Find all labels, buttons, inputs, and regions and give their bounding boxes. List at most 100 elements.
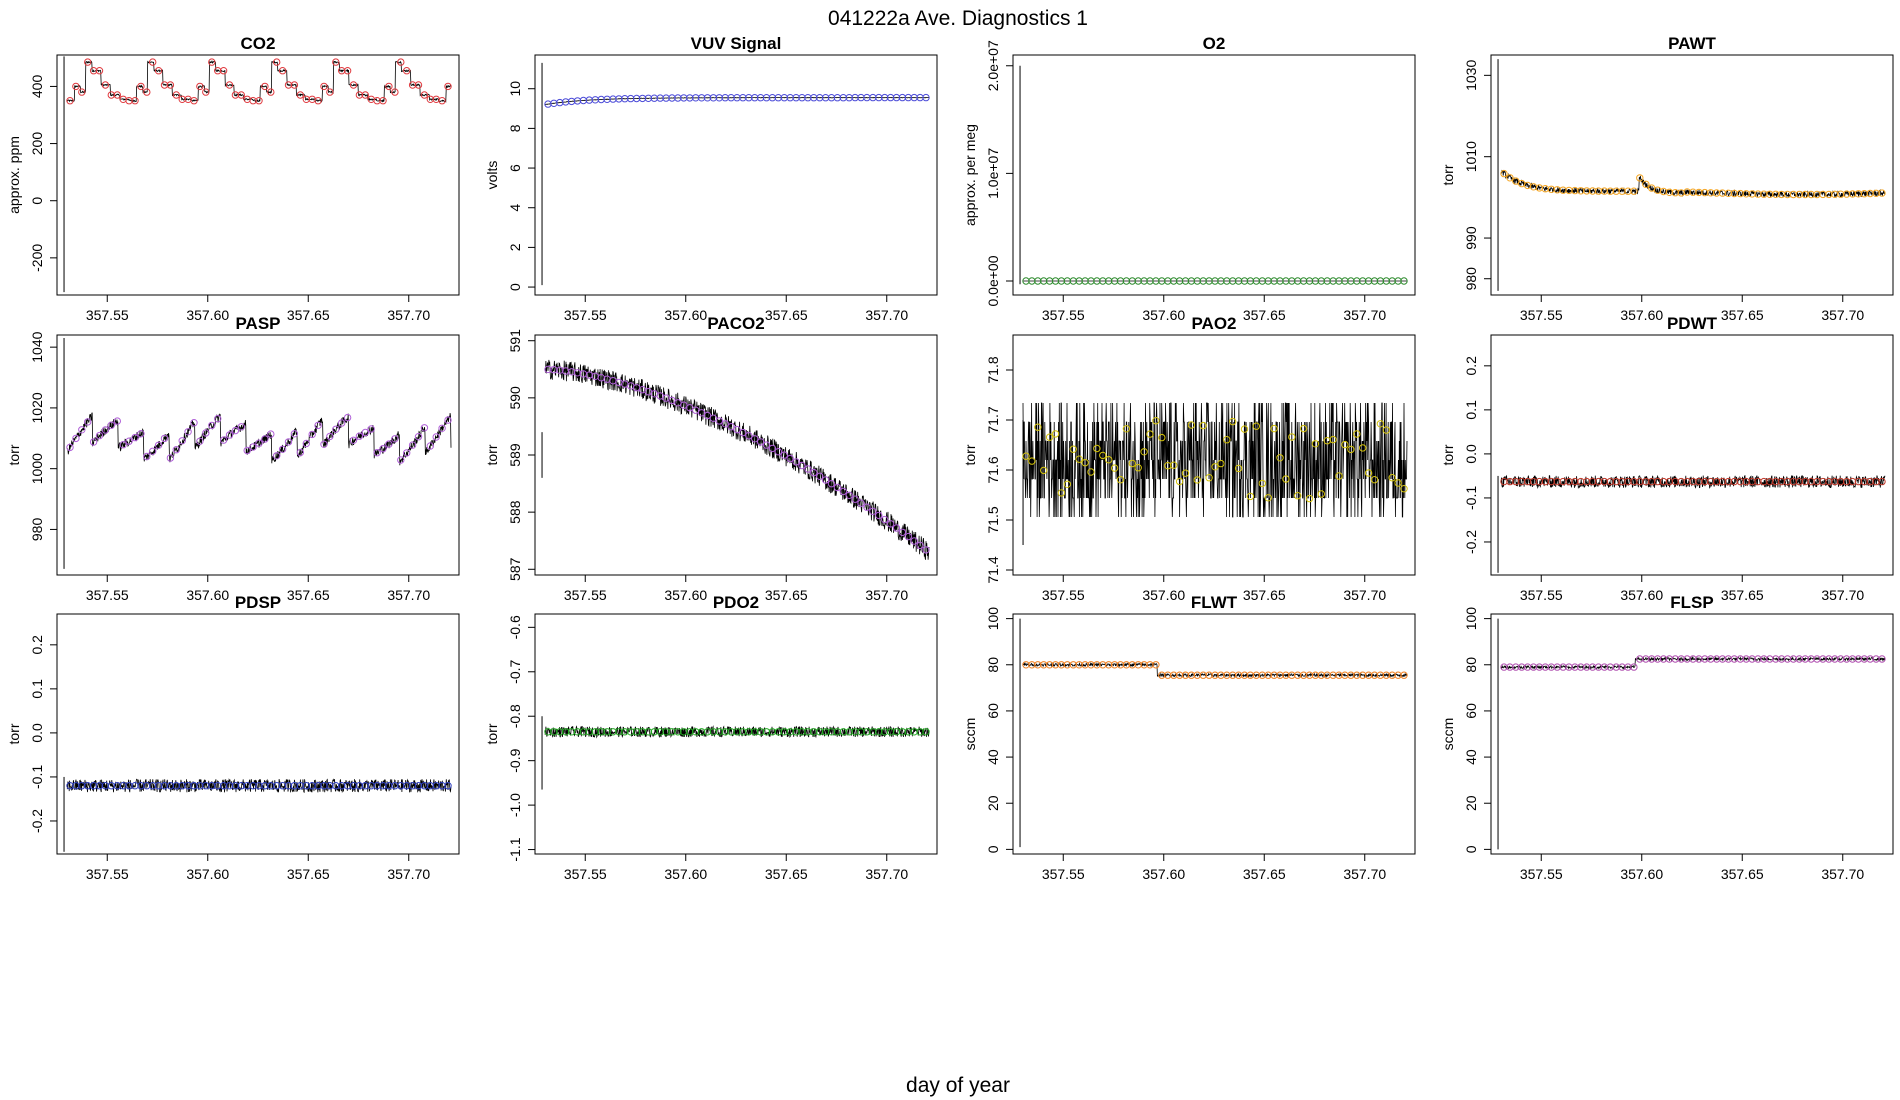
average-marker [869,507,877,515]
average-marker [1069,661,1078,669]
average-marker [1099,277,1107,285]
average-marker [1288,671,1296,679]
average-marker [1718,477,1727,486]
y-tick-label: 591 [507,329,523,353]
average-marker [1825,655,1833,663]
average-marker [273,452,281,460]
average-marker [160,81,169,89]
average-marker [1305,671,1314,679]
average-marker [1181,277,1190,285]
average-marker [1766,190,1774,199]
x-tick-label: 357.70 [865,307,908,323]
average-marker [1583,477,1591,486]
x-tick-label: 357.65 [765,307,808,323]
average-marker [1872,655,1880,663]
average-marker [1234,277,1243,285]
figure-xlabel: day of year [906,1074,1010,1097]
average-marker [149,58,157,66]
average-marker [1506,663,1514,671]
average-marker [715,417,723,425]
y-tick-label: -0.2 [1463,530,1479,554]
panel-title: PDO2 [713,593,759,612]
average-marker [1211,463,1219,471]
average-marker [320,440,328,448]
average-marker [1783,655,1792,663]
y-tick-label: 0.0e+00 [985,255,1001,306]
average-marker [727,423,735,431]
panel-flwt: FLWT 357.55 357.60 357.65 357.70 0 20 40 60 80 100… [962,593,1416,882]
average-marker [786,94,794,102]
average-marker [1848,477,1857,486]
average-marker [1783,477,1792,486]
average-marker [1164,277,1172,285]
average-marker [1128,459,1137,468]
plot-area [63,338,452,569]
average-marker [1223,671,1231,679]
y-tick-label: 588 [507,500,523,524]
average-marker [1205,277,1213,285]
x-tick-label: 357.70 [387,866,430,882]
average-marker [444,782,452,790]
average-marker [1282,277,1290,285]
average-marker [1394,671,1402,679]
average-marker [237,423,246,431]
average-marker [804,94,812,102]
average-marker [1311,671,1320,679]
average-marker [1742,477,1750,486]
average-marker [898,93,907,102]
y-tick-label: -0.7 [507,660,523,684]
plot-frame [56,54,460,296]
average-marker [1642,477,1650,486]
panel-pdo2: PDO2 357.55 357.60 357.65 357.70 -1.1 -1.0 -0.9… [484,593,938,882]
average-marker [810,468,818,477]
average-marker [898,728,907,736]
average-marker [113,782,122,790]
average-marker [656,94,664,102]
average-marker [1276,671,1284,679]
average-marker [1087,277,1095,285]
average-marker [131,782,139,790]
average-marker [804,728,812,736]
average-marker [745,432,753,440]
average-marker [1264,671,1272,679]
average-marker [898,528,907,536]
average-marker [125,97,133,105]
data-trace [1022,402,1408,518]
x-tick-label: 357.60 [1620,587,1663,603]
average-marker [922,546,930,554]
average-marker [1217,459,1225,468]
average-marker [1789,477,1798,486]
average-marker [786,454,794,463]
data-trace [544,359,930,560]
average-marker [1388,277,1396,285]
average-marker [208,58,216,66]
y-axis-label: torr [1440,444,1456,465]
y-tick-label: -0.1 [29,765,45,789]
panel-paco2: PACO2 357.55 357.60 357.65 357.70 587 588 589 59… [484,314,938,603]
average-marker [1140,661,1148,669]
average-marker [1264,494,1272,502]
average-marker [1512,663,1520,671]
average-marker [1594,663,1603,671]
average-marker [863,503,871,511]
average-marker [349,436,358,444]
average-marker [154,782,163,790]
average-marker [910,93,918,102]
y-tick-label: 0.0 [29,723,45,743]
average-marker [1223,277,1231,285]
average-marker [89,782,98,790]
average-marker [1707,655,1715,663]
average-marker [1311,277,1320,285]
y-tick-label: 40 [1463,749,1479,765]
average-marker [1642,180,1650,189]
average-marker [1128,661,1137,669]
average-marker [1760,477,1768,486]
average-marker [892,524,901,532]
y-axis-label: torr [484,723,500,744]
average-marker [1270,424,1278,433]
average-marker [184,428,192,436]
average-marker [1535,663,1544,671]
average-marker [1606,187,1615,195]
figure-title: 041222a Ave. Diagnostics 1 [828,7,1088,30]
average-marker [113,417,122,425]
